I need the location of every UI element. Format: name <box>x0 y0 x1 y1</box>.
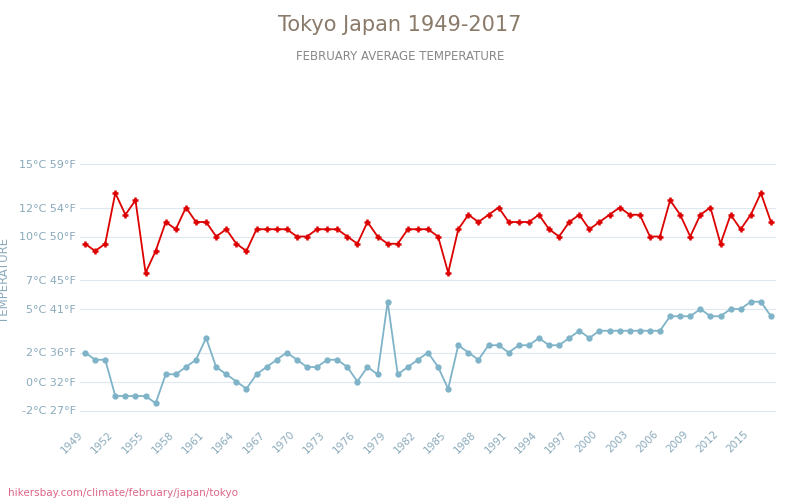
Y-axis label: TEMPERATURE: TEMPERATURE <box>0 238 10 322</box>
Text: hikersbay.com/climate/february/japan/tokyo: hikersbay.com/climate/february/japan/tok… <box>8 488 238 498</box>
Text: Tokyo Japan 1949-2017: Tokyo Japan 1949-2017 <box>278 15 522 35</box>
Text: FEBRUARY AVERAGE TEMPERATURE: FEBRUARY AVERAGE TEMPERATURE <box>296 50 504 63</box>
